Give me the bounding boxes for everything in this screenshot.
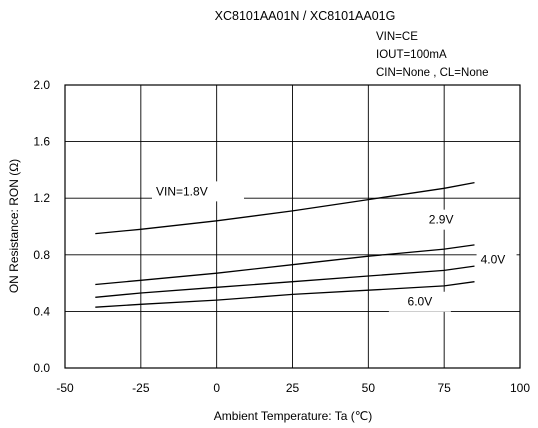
x-tick-label: 100	[510, 381, 530, 395]
series-label-4: 6.0V	[408, 295, 433, 309]
series-line-1	[95, 181, 475, 235]
x-tick-label: -25	[132, 381, 150, 395]
series-label-1: VIN=1.8V	[156, 184, 208, 198]
series-label-mask	[476, 249, 517, 270]
series-label-mask	[152, 181, 244, 202]
series-labels: VIN=1.8V 2.9V 4.0V 6.0V	[152, 181, 517, 312]
x-tick-label: 0	[213, 381, 220, 395]
y-tick-label: 0.4	[33, 304, 50, 318]
y-tick-label: 1.6	[33, 135, 50, 149]
series-label-mask	[388, 291, 451, 312]
plot-area-frame	[64, 84, 521, 369]
chart-title: XC8101AA01N / XC8101AA01G	[215, 9, 396, 23]
y-tick-label: 0.0	[33, 361, 50, 375]
y-tick-label: 0.8	[33, 248, 50, 262]
x-tick-label: 25	[286, 381, 300, 395]
y-tick-label: 1.2	[33, 191, 50, 205]
condition-vin: VIN=CE	[376, 31, 418, 43]
x-axis-label: Ambient Temperature: Ta (℃)	[214, 409, 372, 423]
y-tick-label: 2.0	[33, 78, 50, 92]
data-series	[95, 181, 475, 308]
series-label-2: 2.9V	[429, 213, 454, 227]
series-line-4	[95, 281, 475, 308]
series-label-3: 4.0V	[481, 252, 506, 266]
tick-labels: -50 -25 0 25 50 75 100 0.0 0.4 0.8 1.2 1.6 2.0	[33, 78, 530, 395]
series-line-2	[95, 244, 475, 286]
x-tick-label: -50	[56, 381, 74, 395]
x-tick-label: 75	[437, 381, 451, 395]
series-line-3	[95, 265, 475, 298]
x-tick-label: 50	[362, 381, 376, 395]
condition-iout: IOUT=100mA	[376, 49, 447, 61]
condition-cin-cl: CIN=None , CL=None	[376, 67, 489, 79]
y-axis-label: ON Resistance: RON (Ω)	[7, 159, 21, 293]
series-label-mask	[419, 209, 464, 230]
